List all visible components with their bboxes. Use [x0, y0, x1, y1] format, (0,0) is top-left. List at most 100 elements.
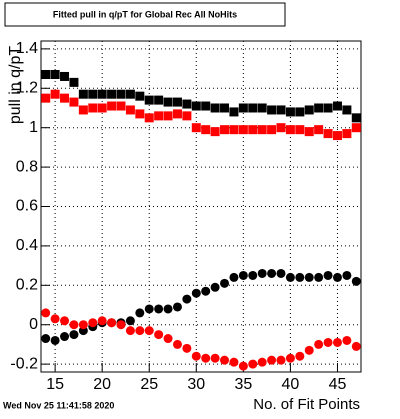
marker: [41, 308, 51, 318]
marker: [220, 125, 230, 135]
marker: [107, 89, 117, 99]
y-tick-label: 0.4: [16, 237, 38, 254]
marker: [257, 357, 267, 367]
y-axis-label: pull in q/pT: [7, 46, 24, 124]
x-axis-label: No. of Fit Points: [253, 396, 360, 413]
marker: [191, 351, 201, 361]
marker: [116, 101, 126, 111]
marker: [78, 320, 88, 330]
marker: [295, 272, 305, 282]
marker: [107, 101, 117, 111]
marker: [78, 105, 88, 115]
marker: [163, 304, 173, 314]
marker: [69, 77, 79, 87]
marker: [88, 318, 98, 328]
marker: [210, 127, 220, 137]
x-tick-label: 40: [282, 376, 300, 393]
marker: [201, 125, 211, 135]
marker: [191, 288, 201, 298]
marker: [238, 103, 248, 113]
marker: [163, 111, 173, 121]
marker: [323, 337, 333, 347]
marker: [332, 131, 342, 141]
y-tick-label: -0.2: [10, 355, 38, 372]
marker: [342, 270, 352, 280]
marker: [116, 320, 126, 330]
marker: [182, 294, 192, 304]
marker: [182, 99, 192, 109]
marker: [257, 103, 267, 113]
marker: [60, 316, 70, 326]
marker: [210, 103, 220, 113]
marker: [229, 107, 239, 117]
marker: [314, 125, 324, 135]
marker: [248, 359, 258, 369]
marker: [285, 272, 295, 282]
marker: [50, 314, 60, 324]
marker: [144, 95, 154, 105]
marker: [248, 270, 258, 280]
marker: [172, 339, 182, 349]
marker: [154, 111, 164, 121]
x-tick-label: 35: [234, 376, 252, 393]
marker: [332, 272, 342, 282]
marker: [351, 341, 361, 351]
marker: [116, 89, 126, 99]
marker: [69, 97, 79, 107]
marker: [144, 326, 154, 336]
marker: [144, 113, 154, 123]
marker: [276, 105, 286, 115]
marker: [342, 105, 352, 115]
marker: [210, 353, 220, 363]
marker: [314, 103, 324, 113]
title-box: [4, 2, 286, 27]
marker: [41, 69, 51, 79]
marker: [144, 304, 154, 314]
marker: [267, 355, 277, 365]
marker: [210, 282, 220, 292]
marker: [285, 353, 295, 363]
marker: [220, 355, 230, 365]
marker: [285, 107, 295, 117]
marker: [97, 103, 107, 113]
marker: [125, 316, 135, 326]
marker: [267, 125, 277, 135]
marker: [135, 326, 145, 336]
x-tick-label: 15: [46, 376, 64, 393]
marker: [304, 272, 314, 282]
marker: [351, 113, 361, 123]
marker: [88, 89, 98, 99]
y-tick-label: 0.8: [16, 158, 38, 175]
marker: [304, 127, 314, 137]
marker: [248, 103, 258, 113]
marker: [50, 89, 60, 99]
marker: [69, 320, 79, 330]
marker: [332, 101, 342, 111]
marker: [41, 93, 51, 103]
marker: [201, 101, 211, 111]
marker: [172, 97, 182, 107]
marker: [220, 278, 230, 288]
marker: [163, 97, 173, 107]
marker: [220, 103, 230, 113]
marker: [257, 268, 267, 278]
marker: [172, 109, 182, 119]
marker: [125, 326, 135, 336]
marker: [257, 125, 267, 135]
y-tick-label: 1.2: [16, 80, 38, 97]
marker: [69, 330, 79, 340]
marker: [154, 95, 164, 105]
marker: [182, 111, 192, 121]
marker: [97, 89, 107, 99]
marker: [323, 103, 333, 113]
marker: [163, 334, 173, 344]
marker: [60, 93, 70, 103]
marker: [314, 339, 324, 349]
marker: [342, 129, 352, 139]
marker: [332, 337, 342, 347]
marker: [351, 123, 361, 133]
marker: [78, 89, 88, 99]
marker: [60, 332, 70, 342]
marker: [172, 302, 182, 312]
